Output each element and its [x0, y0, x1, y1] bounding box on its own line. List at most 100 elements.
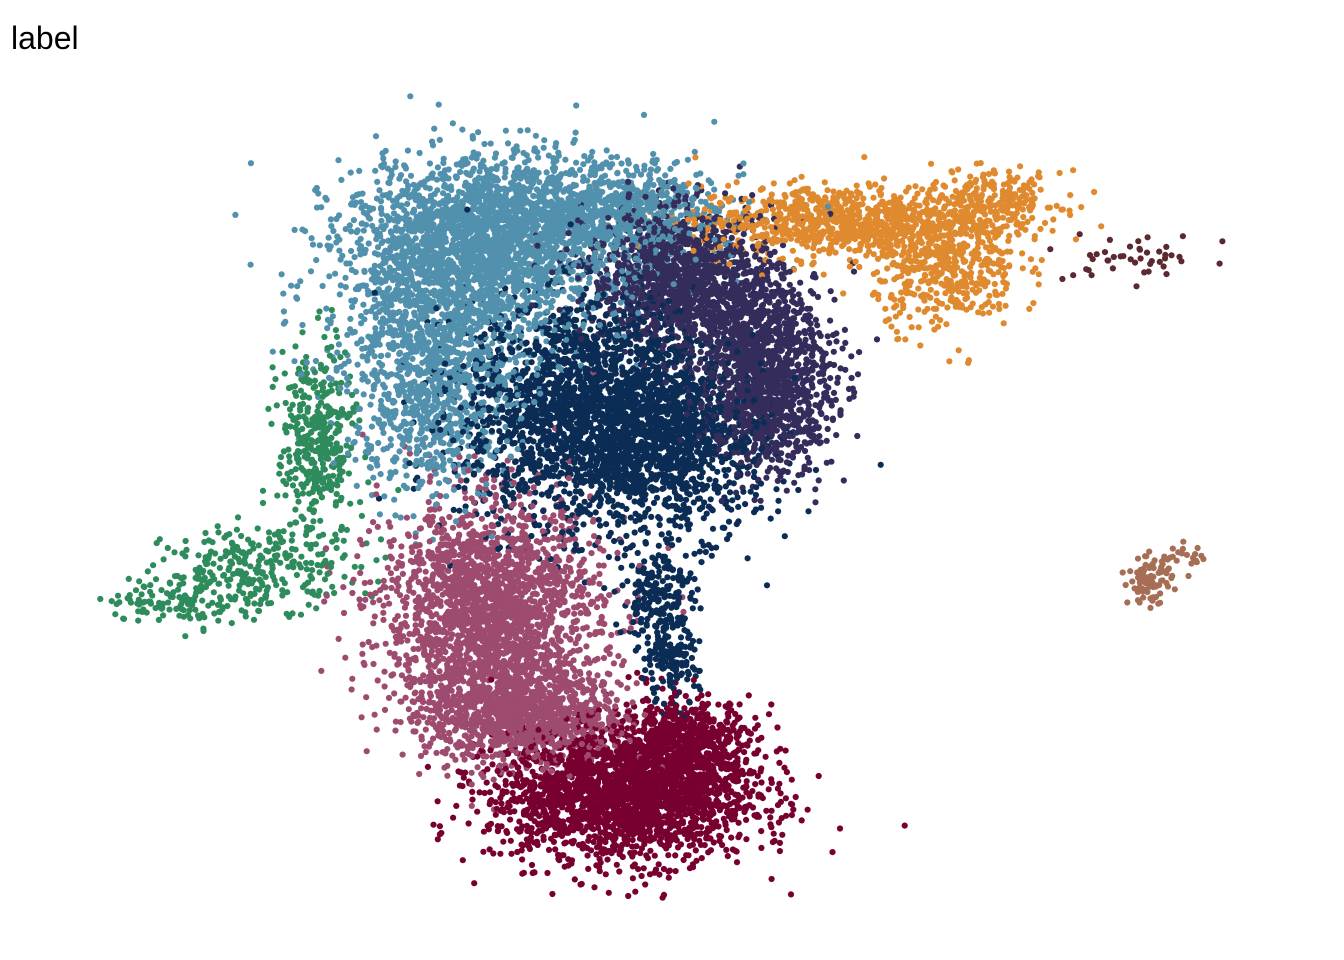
data-point [140, 583, 147, 590]
data-point [321, 576, 329, 583]
data-point [392, 512, 399, 519]
data-point [528, 861, 536, 869]
data-point [1035, 271, 1042, 278]
data-point [155, 616, 162, 624]
data-point [287, 423, 294, 430]
data-point [633, 680, 640, 687]
data-point [625, 674, 632, 681]
data-point [854, 432, 861, 440]
data-point [656, 521, 663, 529]
data-point [659, 685, 666, 692]
data-point [422, 749, 429, 756]
data-point [781, 533, 788, 540]
data-point [492, 354, 499, 361]
data-point [1133, 283, 1140, 290]
data-point [762, 753, 769, 760]
data-point [1151, 557, 1158, 564]
data-point [327, 216, 334, 223]
data-point [403, 514, 410, 521]
data-point [356, 596, 363, 603]
data-point [371, 296, 378, 303]
data-point [365, 479, 372, 486]
data-point [401, 604, 408, 611]
data-point [679, 582, 686, 589]
data-point [566, 490, 573, 497]
data-point [548, 768, 555, 775]
data-point [698, 559, 705, 566]
data-point [210, 560, 217, 567]
data-point [481, 140, 488, 148]
data-point [381, 706, 389, 714]
data-point [316, 569, 323, 576]
data-point [265, 405, 272, 412]
data-point [319, 282, 326, 290]
data-point [820, 271, 827, 278]
data-point [251, 600, 258, 607]
data-point [450, 506, 457, 513]
data-point [963, 230, 970, 237]
data-point [706, 476, 713, 483]
data-point [1002, 302, 1009, 309]
data-point [792, 793, 799, 801]
data-point [580, 556, 587, 563]
data-point [665, 530, 673, 537]
data-point [786, 180, 793, 187]
data-point [440, 190, 447, 197]
data-point [483, 779, 490, 786]
data-point [1109, 265, 1116, 272]
data-point [841, 326, 849, 333]
data-point [507, 816, 514, 823]
data-point [585, 591, 592, 598]
data-point [624, 685, 631, 692]
data-point [608, 631, 615, 639]
data-point [1144, 234, 1151, 241]
points-layer [97, 93, 1226, 901]
data-point [410, 513, 417, 520]
data-point [424, 763, 431, 771]
data-point [347, 315, 354, 322]
data-point [371, 613, 378, 620]
data-point [596, 580, 603, 587]
data-point [680, 608, 687, 616]
data-point [292, 519, 300, 526]
data-point [431, 125, 438, 132]
data-point [830, 348, 837, 355]
data-point [1036, 174, 1043, 181]
data-point [365, 240, 372, 247]
data-point [350, 217, 357, 224]
data-point [1088, 272, 1095, 279]
data-point [770, 180, 777, 187]
data-point [1059, 275, 1066, 283]
data-point [560, 188, 567, 195]
data-point [356, 167, 363, 174]
data-point [1219, 238, 1226, 245]
data-point [606, 321, 614, 328]
data-point [629, 875, 637, 882]
data-point [397, 172, 405, 179]
data-point [488, 427, 495, 434]
data-point [655, 861, 662, 868]
data-point [417, 752, 425, 760]
data-point [160, 612, 167, 619]
data-point [387, 228, 395, 235]
data-point [1183, 551, 1190, 559]
data-point [580, 521, 587, 528]
data-point [742, 501, 749, 508]
data-point [606, 509, 613, 516]
data-point [596, 570, 603, 578]
data-point [765, 786, 772, 793]
data-point [376, 187, 383, 194]
data-point [624, 578, 631, 585]
data-point [670, 185, 677, 192]
data-point [298, 553, 305, 560]
data-point [367, 579, 374, 586]
data-point [696, 548, 703, 555]
data-point [893, 302, 900, 309]
data-point [635, 644, 642, 651]
data-point [859, 201, 866, 208]
data-point [330, 472, 337, 479]
data-point [1072, 236, 1079, 243]
data-point [120, 615, 128, 623]
data-point [912, 183, 919, 190]
